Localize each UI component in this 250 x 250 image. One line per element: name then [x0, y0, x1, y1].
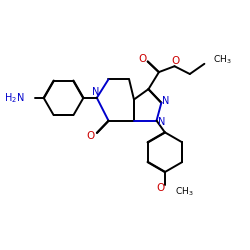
Text: O: O — [156, 184, 164, 194]
Text: H$_2$N: H$_2$N — [4, 91, 24, 105]
Text: O: O — [172, 56, 180, 66]
Text: N: N — [92, 88, 99, 98]
Text: O: O — [138, 54, 146, 64]
Text: CH$_3$: CH$_3$ — [175, 185, 194, 198]
Text: O: O — [86, 131, 95, 141]
Text: N: N — [158, 117, 166, 127]
Text: CH$_3$: CH$_3$ — [213, 54, 232, 66]
Text: N: N — [162, 96, 170, 106]
